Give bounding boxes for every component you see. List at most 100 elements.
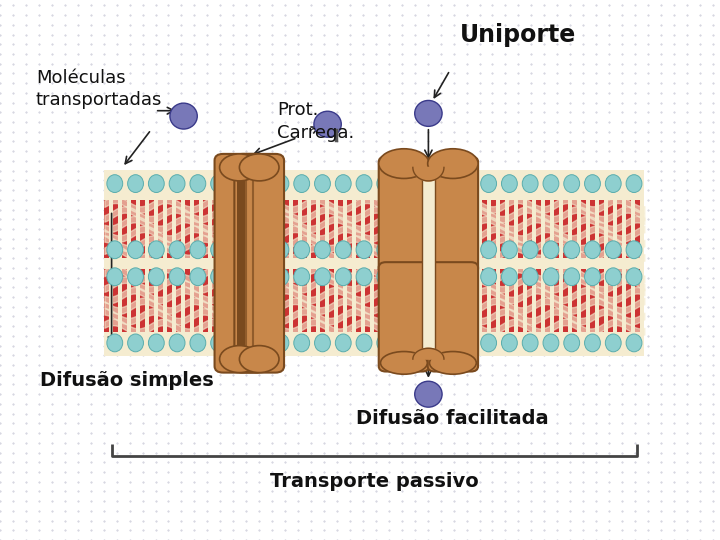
Bar — [618, 268, 622, 332]
Ellipse shape — [377, 268, 392, 286]
Ellipse shape — [211, 334, 227, 352]
Bar — [212, 268, 217, 332]
Bar — [294, 268, 298, 332]
Ellipse shape — [148, 241, 164, 259]
Ellipse shape — [585, 241, 600, 259]
Ellipse shape — [481, 334, 497, 352]
Bar — [392, 268, 397, 332]
Ellipse shape — [481, 268, 497, 286]
Ellipse shape — [232, 241, 248, 259]
Ellipse shape — [439, 174, 455, 192]
Bar — [410, 200, 415, 258]
Bar — [356, 200, 361, 258]
Ellipse shape — [336, 268, 351, 286]
Bar — [330, 200, 334, 258]
Ellipse shape — [315, 268, 330, 286]
Bar — [474, 268, 478, 332]
Bar — [527, 200, 532, 258]
Bar — [482, 200, 487, 258]
Bar — [203, 200, 208, 258]
Bar — [311, 200, 316, 258]
Bar — [258, 268, 262, 332]
Ellipse shape — [107, 174, 122, 192]
Bar — [419, 268, 424, 332]
Ellipse shape — [356, 334, 372, 352]
Bar — [564, 268, 568, 332]
Ellipse shape — [585, 334, 600, 352]
FancyBboxPatch shape — [379, 157, 429, 274]
Ellipse shape — [418, 241, 434, 259]
Bar — [510, 200, 514, 258]
Bar — [239, 268, 244, 332]
Bar — [140, 200, 145, 258]
Ellipse shape — [439, 268, 455, 286]
Bar — [546, 200, 550, 258]
Ellipse shape — [356, 241, 372, 259]
Bar — [626, 200, 631, 258]
Ellipse shape — [220, 154, 259, 181]
Ellipse shape — [170, 103, 197, 129]
Ellipse shape — [107, 334, 122, 352]
Bar — [402, 200, 406, 258]
Ellipse shape — [127, 174, 143, 192]
Bar — [599, 268, 604, 332]
Ellipse shape — [481, 241, 497, 259]
Ellipse shape — [211, 241, 227, 259]
Ellipse shape — [190, 268, 206, 286]
Ellipse shape — [543, 174, 559, 192]
Ellipse shape — [460, 174, 476, 192]
Bar — [275, 268, 280, 332]
Ellipse shape — [148, 334, 164, 352]
Bar — [428, 268, 433, 332]
FancyBboxPatch shape — [215, 154, 264, 373]
Bar — [392, 200, 397, 258]
Ellipse shape — [240, 346, 279, 373]
Bar — [464, 268, 469, 332]
Bar — [104, 200, 109, 258]
Bar — [536, 268, 541, 332]
Bar — [383, 268, 388, 332]
Bar — [446, 268, 451, 332]
Ellipse shape — [543, 241, 559, 259]
Ellipse shape — [294, 268, 310, 286]
Ellipse shape — [377, 174, 392, 192]
Ellipse shape — [315, 241, 330, 259]
Bar — [500, 200, 505, 258]
Ellipse shape — [415, 381, 442, 407]
Bar — [194, 200, 199, 258]
Bar — [374, 268, 379, 332]
Ellipse shape — [273, 268, 289, 286]
Bar — [383, 200, 388, 258]
Bar — [186, 200, 190, 258]
Bar — [464, 200, 469, 258]
Ellipse shape — [169, 241, 185, 259]
Ellipse shape — [240, 154, 279, 181]
Ellipse shape — [127, 241, 143, 259]
Bar — [428, 200, 433, 258]
Ellipse shape — [294, 334, 310, 352]
Bar — [366, 268, 370, 332]
Bar — [222, 200, 226, 258]
Bar — [491, 200, 496, 258]
Bar — [104, 170, 644, 356]
Bar — [422, 170, 435, 356]
Bar — [366, 200, 370, 258]
Bar — [456, 268, 460, 332]
Ellipse shape — [273, 241, 289, 259]
Bar — [402, 268, 406, 332]
Bar — [626, 268, 631, 332]
Ellipse shape — [232, 334, 248, 352]
Ellipse shape — [169, 174, 185, 192]
Bar — [132, 200, 136, 258]
Bar — [311, 268, 316, 332]
Ellipse shape — [273, 174, 289, 192]
Ellipse shape — [294, 241, 310, 259]
Bar — [275, 200, 280, 258]
Bar — [266, 268, 271, 332]
Bar — [158, 200, 163, 258]
Bar — [456, 200, 460, 258]
Ellipse shape — [522, 334, 538, 352]
Bar — [338, 268, 343, 332]
Bar — [348, 200, 352, 258]
Bar — [348, 268, 352, 332]
